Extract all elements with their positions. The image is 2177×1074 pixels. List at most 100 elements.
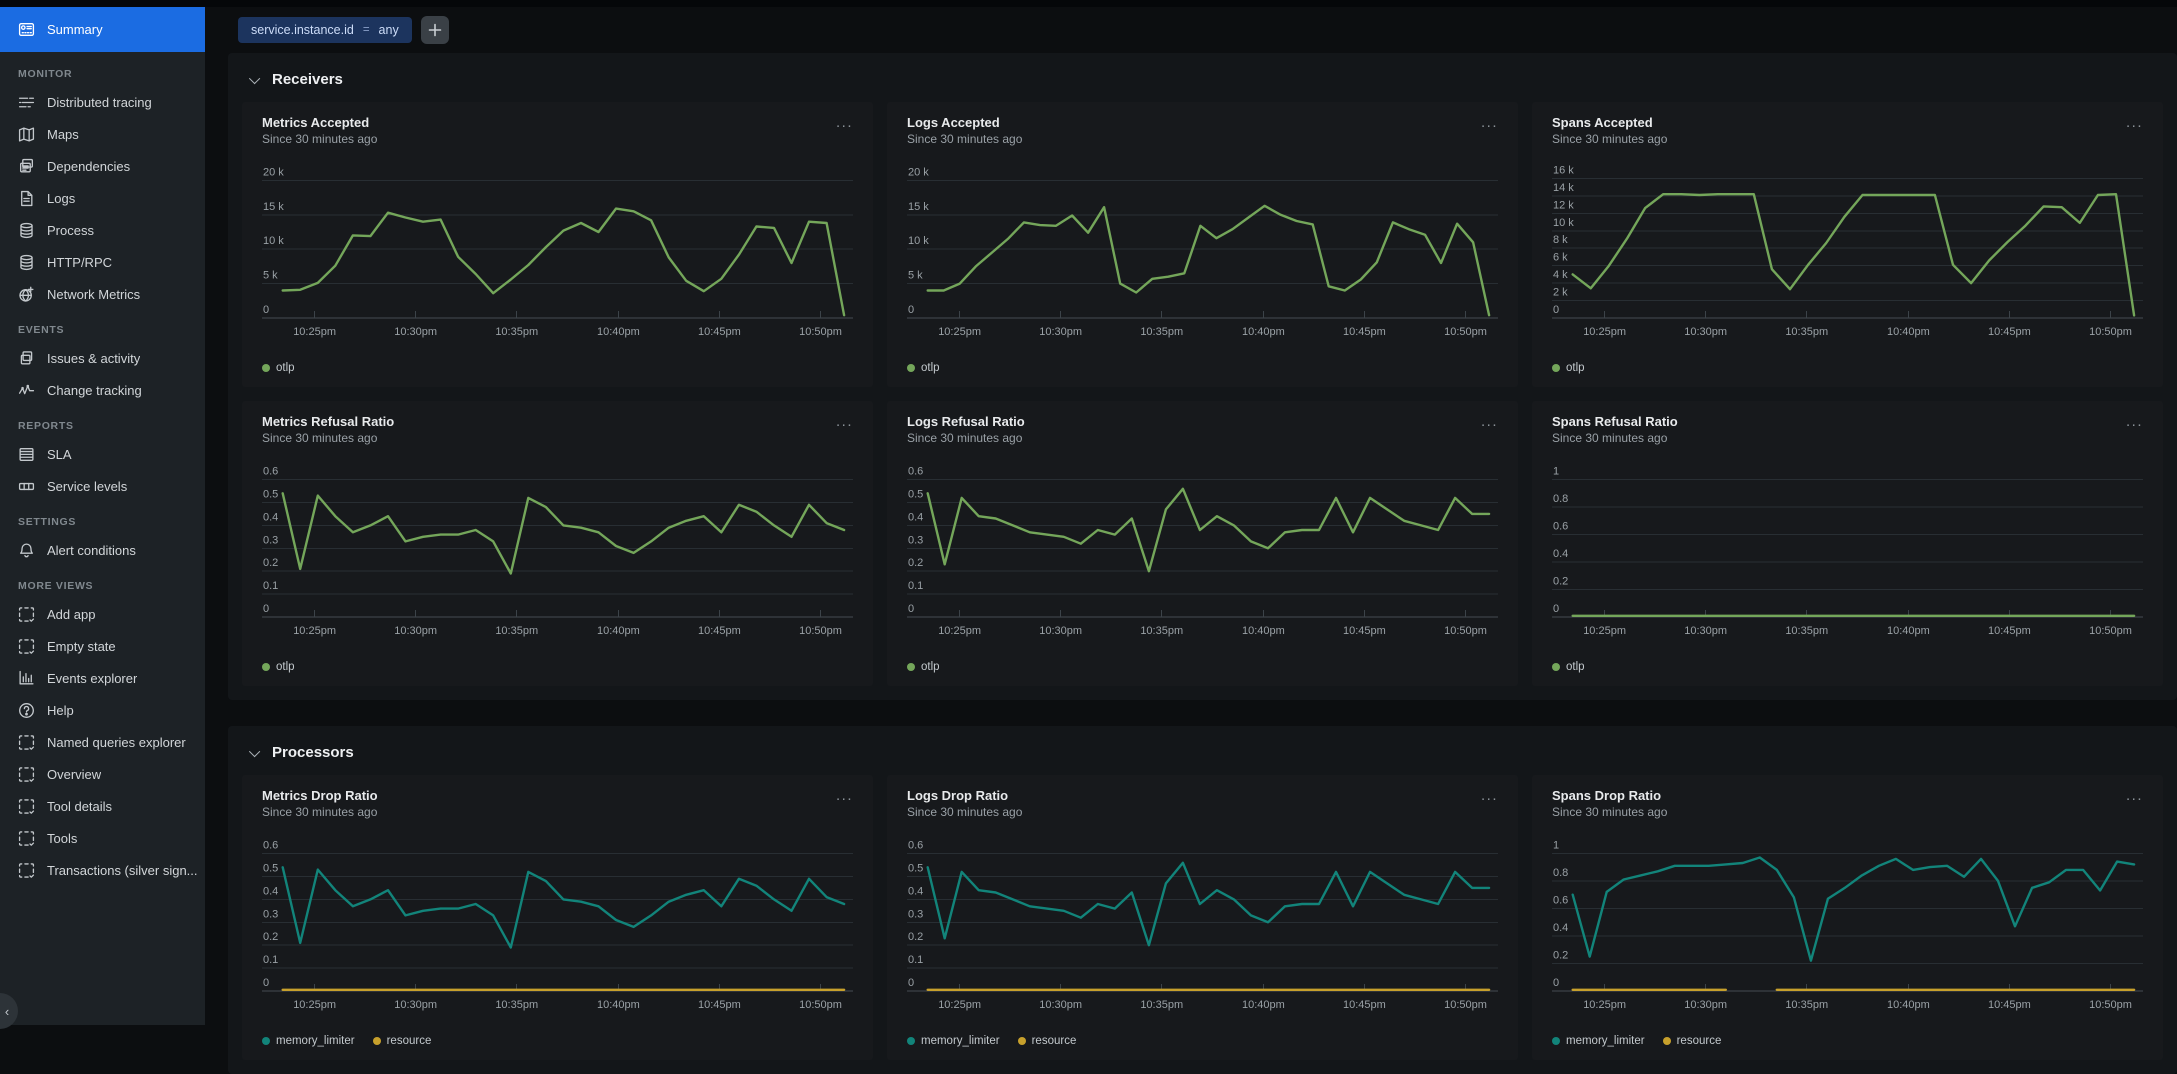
database-icon: [18, 222, 35, 239]
chart-options-button[interactable]: ...: [2122, 787, 2147, 805]
chart-options-button[interactable]: ...: [2122, 413, 2147, 431]
legend-item-resource[interactable]: resource: [1018, 1035, 1077, 1047]
chart-options-button[interactable]: ...: [1477, 114, 1502, 132]
sidebar-item-label: Distributed tracing: [47, 95, 152, 110]
svg-text:10:35pm: 10:35pm: [1785, 326, 1828, 338]
add-filter-button[interactable]: [421, 16, 449, 44]
svg-text:0.3: 0.3: [908, 908, 923, 920]
sidebar-item-label: Alert conditions: [47, 543, 136, 558]
chart-options-button[interactable]: ...: [2122, 114, 2147, 132]
legend-item-resource[interactable]: resource: [1663, 1035, 1722, 1047]
chart-options-button[interactable]: ...: [832, 787, 857, 805]
legend-label: memory_limiter: [1566, 1035, 1645, 1047]
sidebar-item-label: Events explorer: [47, 671, 137, 686]
svg-text:10:45pm: 10:45pm: [1988, 625, 2031, 637]
section-header-processors[interactable]: Processors: [242, 736, 2163, 775]
chart-options-button[interactable]: ...: [832, 413, 857, 431]
sidebar-item-tool-details[interactable]: Tool details: [0, 790, 205, 822]
sidebar-item-label: Empty state: [47, 639, 116, 654]
svg-text:10 k: 10 k: [908, 235, 929, 247]
legend-item-memory-limiter[interactable]: memory_limiter: [907, 1035, 1000, 1047]
sidebar-item-change-tracking[interactable]: Change tracking: [0, 374, 205, 406]
svg-text:0.6: 0.6: [1553, 894, 1568, 906]
filter-pill-service-instance-id[interactable]: service.instance.id = any: [238, 17, 412, 43]
chart-title: Logs Accepted: [907, 114, 1498, 131]
svg-text:20 k: 20 k: [908, 166, 929, 178]
sidebar-item-distributed-tracing[interactable]: Distributed tracing: [0, 86, 205, 118]
chart-subtitle: Since 30 minutes ago: [1552, 131, 2143, 148]
legend-item-otlp[interactable]: otlp: [907, 661, 940, 673]
sidebar-item-service-levels[interactable]: Service levels: [0, 470, 205, 502]
svg-text:0.2: 0.2: [908, 931, 923, 943]
sidebar-section-monitor: MONITOR: [0, 54, 205, 86]
legend-item-memory-limiter[interactable]: memory_limiter: [1552, 1035, 1645, 1047]
sidebar-item-named-queries-explorer[interactable]: Named queries explorer: [0, 726, 205, 758]
sidebar-item-events-explorer[interactable]: Events explorer: [0, 662, 205, 694]
sidebar-item-issues-activity[interactable]: Issues & activity: [0, 342, 205, 374]
sidebar-item-help[interactable]: Help: [0, 694, 205, 726]
svg-text:0.6: 0.6: [1553, 520, 1568, 532]
chart-subtitle: Since 30 minutes ago: [907, 131, 1498, 148]
sidebar-item-process[interactable]: Process: [0, 214, 205, 246]
svg-text:14 k: 14 k: [1553, 182, 1574, 194]
sidebar-item-add-app[interactable]: Add app: [0, 598, 205, 630]
svg-text:10:25pm: 10:25pm: [938, 999, 981, 1011]
svg-text:10:35pm: 10:35pm: [1140, 625, 1183, 637]
sidebar-section-more-views: MORE VIEWS: [0, 566, 205, 598]
svg-text:10:35pm: 10:35pm: [495, 999, 538, 1011]
chart-title: Metrics Refusal Ratio: [262, 413, 853, 430]
sidebar-item-http-rpc[interactable]: HTTP/RPC: [0, 246, 205, 278]
chart-options-button[interactable]: ...: [1477, 787, 1502, 805]
sidebar-item-network-metrics[interactable]: Network Metrics: [0, 278, 205, 310]
legend-item-memory-limiter[interactable]: memory_limiter: [262, 1035, 355, 1047]
legend-item-otlp[interactable]: otlp: [1552, 362, 1585, 374]
svg-text:0.8: 0.8: [1553, 867, 1568, 879]
sidebar-item-logs[interactable]: Logs: [0, 182, 205, 214]
sidebar-item-alert-conditions[interactable]: Alert conditions: [0, 534, 205, 566]
legend-item-otlp[interactable]: otlp: [262, 362, 295, 374]
section-header-receivers[interactable]: Receivers: [242, 63, 2163, 102]
svg-text:0.3: 0.3: [263, 534, 278, 546]
chart-options-button[interactable]: ...: [832, 114, 857, 132]
sidebar-section-settings: SETTINGS: [0, 502, 205, 534]
sidebar-item-maps[interactable]: Maps: [0, 118, 205, 150]
legend-item-resource[interactable]: resource: [373, 1035, 432, 1047]
svg-text:0.4: 0.4: [908, 511, 923, 523]
sidebar-item-summary[interactable]: Summary: [0, 7, 205, 52]
sidebar-item-tools[interactable]: Tools: [0, 822, 205, 854]
svg-text:15 k: 15 k: [263, 201, 284, 213]
chart-options-button[interactable]: ...: [1477, 413, 1502, 431]
legend-item-otlp[interactable]: otlp: [907, 362, 940, 374]
filter-bar: service.instance.id = any: [228, 7, 2177, 53]
sidebar-item-sla[interactable]: SLA: [0, 438, 205, 470]
legend-label: otlp: [276, 362, 295, 374]
dashed-app-icon: [18, 734, 35, 751]
legend-item-otlp[interactable]: otlp: [1552, 661, 1585, 673]
sidebar-item-dependencies[interactable]: Dependencies: [0, 150, 205, 182]
svg-text:10:40pm: 10:40pm: [1242, 999, 1285, 1011]
legend-label: memory_limiter: [276, 1035, 355, 1047]
sidebar-item-empty-state[interactable]: Empty state: [0, 630, 205, 662]
sidebar-item-overview[interactable]: Overview: [0, 758, 205, 790]
sidebar-item-transactions-silver-sign[interactable]: Transactions (silver sign...: [0, 854, 205, 886]
legend-item-otlp[interactable]: otlp: [262, 661, 295, 673]
svg-text:1: 1: [1553, 839, 1559, 851]
